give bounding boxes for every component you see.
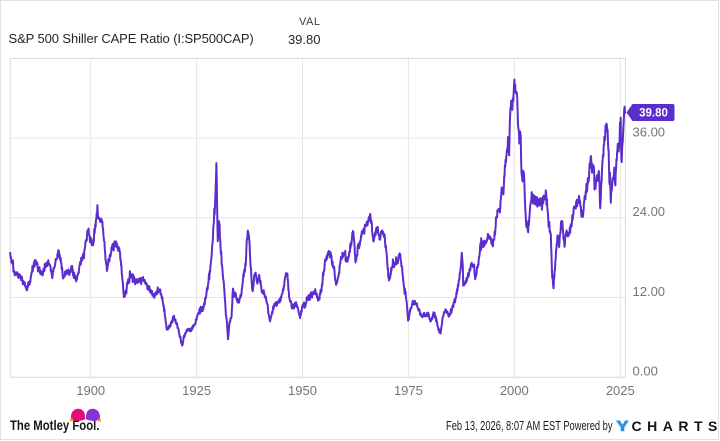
svg-text:2000: 2000 (500, 383, 529, 398)
svg-text:24.00: 24.00 (633, 204, 666, 219)
svg-text:36.00: 36.00 (633, 125, 666, 140)
svg-text:1975: 1975 (394, 383, 423, 398)
svg-text:1900: 1900 (76, 383, 105, 398)
svg-text:CHARTS: CHARTS (632, 418, 720, 434)
svg-text:39.80: 39.80 (639, 108, 668, 120)
svg-text:2025: 2025 (606, 383, 635, 398)
svg-text:12.00: 12.00 (633, 284, 666, 299)
svg-text:1925: 1925 (182, 383, 211, 398)
svg-text:1950: 1950 (288, 383, 317, 398)
svg-text:0.00: 0.00 (633, 364, 658, 379)
